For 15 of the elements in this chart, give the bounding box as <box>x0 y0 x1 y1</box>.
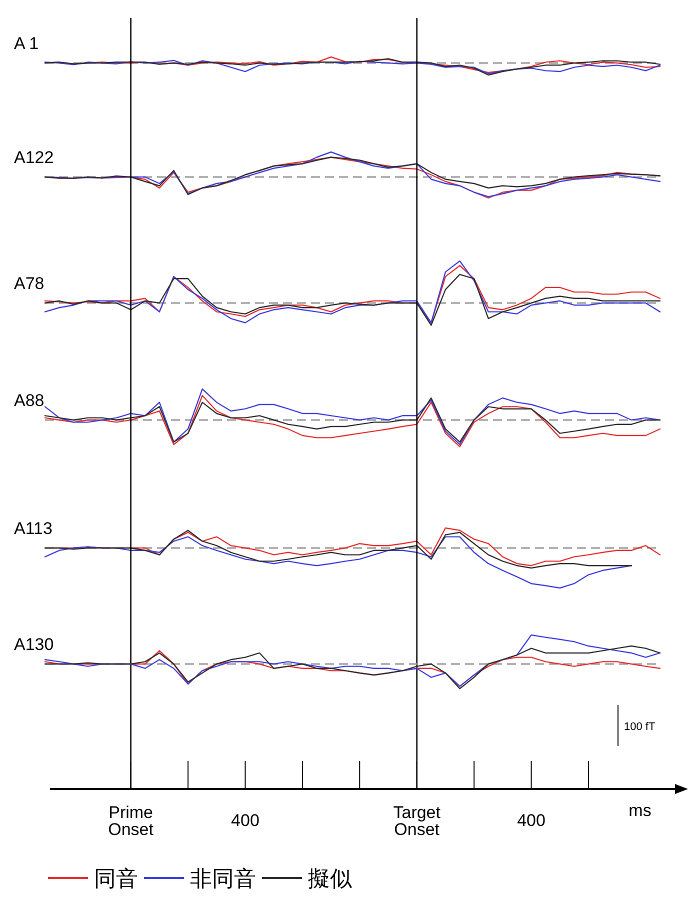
text: 100 fT <box>624 721 656 733</box>
text: A78 <box>14 274 44 293</box>
x-tick-label: Prime Onset <box>108 803 154 839</box>
legend-label: 同音 <box>94 866 138 891</box>
chart-title: A 1 <box>14 34 39 53</box>
x-axis-title: ms <box>628 801 652 820</box>
legend-label: 非同音 <box>190 866 256 891</box>
x-tick-label: Target Onset <box>393 803 441 839</box>
chart-title: A122 <box>14 148 54 167</box>
chart-title: A130 <box>14 635 54 654</box>
chart-title: A88 <box>14 391 44 410</box>
x-tick-label: 400 <box>231 811 260 830</box>
x-tick-label: 400 <box>517 811 546 830</box>
legend-label: 擬似 <box>308 866 352 891</box>
chart-title: A113 <box>14 519 52 538</box>
